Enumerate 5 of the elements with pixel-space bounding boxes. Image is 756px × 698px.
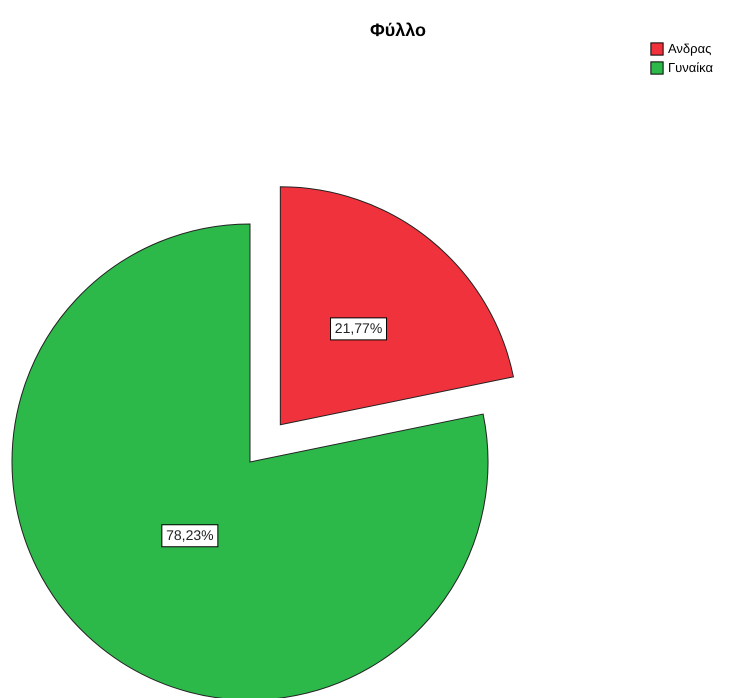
- data-label: 78,23%: [166, 526, 214, 543]
- legend-label: Γυναίκα: [668, 60, 714, 75]
- data-label: 21,77%: [334, 320, 382, 336]
- legend-label: Ανδρας: [668, 41, 712, 56]
- chart-title: Φύλλο: [370, 20, 426, 40]
